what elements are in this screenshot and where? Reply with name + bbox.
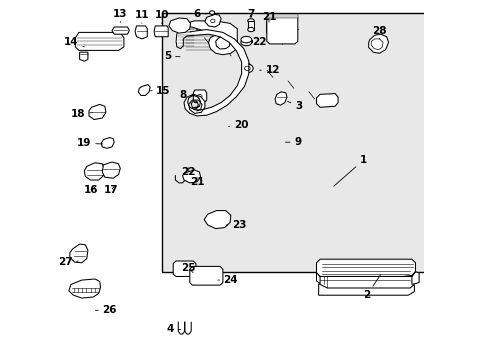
Polygon shape xyxy=(370,39,382,50)
Polygon shape xyxy=(135,26,147,39)
Ellipse shape xyxy=(209,11,214,14)
Text: 15: 15 xyxy=(150,86,170,96)
Polygon shape xyxy=(69,279,101,298)
Polygon shape xyxy=(275,92,286,105)
Polygon shape xyxy=(266,14,297,44)
Ellipse shape xyxy=(266,31,271,34)
Ellipse shape xyxy=(266,21,271,24)
Text: 21: 21 xyxy=(261,12,276,22)
Polygon shape xyxy=(176,23,197,49)
Text: 7: 7 xyxy=(247,9,254,19)
Text: 9: 9 xyxy=(285,137,301,147)
Text: 1: 1 xyxy=(333,155,366,186)
Text: 8: 8 xyxy=(179,90,194,100)
Polygon shape xyxy=(193,90,206,103)
Text: 14: 14 xyxy=(64,37,84,48)
Text: 18: 18 xyxy=(71,109,92,120)
Text: 21: 21 xyxy=(189,177,204,187)
Polygon shape xyxy=(101,138,114,148)
Polygon shape xyxy=(89,104,106,120)
Ellipse shape xyxy=(210,19,215,23)
Polygon shape xyxy=(318,284,413,295)
Bar xyxy=(162,13,429,272)
Ellipse shape xyxy=(247,27,254,32)
Polygon shape xyxy=(368,34,387,53)
Polygon shape xyxy=(183,21,237,55)
Text: 19: 19 xyxy=(77,138,102,148)
Text: 6: 6 xyxy=(193,9,207,19)
Text: 11: 11 xyxy=(134,10,149,23)
Polygon shape xyxy=(138,85,150,95)
Text: 22: 22 xyxy=(181,167,196,177)
Text: 24: 24 xyxy=(217,275,238,285)
Polygon shape xyxy=(204,211,230,229)
Polygon shape xyxy=(316,94,337,107)
Text: 25: 25 xyxy=(181,263,196,273)
Ellipse shape xyxy=(197,94,202,99)
Ellipse shape xyxy=(241,39,251,46)
Polygon shape xyxy=(75,32,123,50)
Polygon shape xyxy=(154,26,168,37)
Polygon shape xyxy=(316,259,415,276)
Text: 26: 26 xyxy=(95,305,117,315)
Text: 10: 10 xyxy=(154,10,169,23)
Polygon shape xyxy=(183,30,248,116)
Text: 22: 22 xyxy=(247,37,266,48)
Text: 4: 4 xyxy=(166,324,180,334)
Text: 23: 23 xyxy=(225,220,246,230)
Polygon shape xyxy=(102,162,120,178)
Text: 13: 13 xyxy=(113,9,127,22)
Ellipse shape xyxy=(241,36,251,43)
Polygon shape xyxy=(112,27,129,34)
Polygon shape xyxy=(189,266,223,285)
Text: 3: 3 xyxy=(287,101,302,111)
Polygon shape xyxy=(204,14,221,27)
Polygon shape xyxy=(247,21,254,30)
Polygon shape xyxy=(80,52,88,61)
Polygon shape xyxy=(84,163,104,180)
Text: 5: 5 xyxy=(164,51,180,61)
Polygon shape xyxy=(316,273,320,284)
Polygon shape xyxy=(411,272,418,284)
Ellipse shape xyxy=(244,66,250,71)
Text: 27: 27 xyxy=(58,257,78,267)
Polygon shape xyxy=(266,14,297,18)
Polygon shape xyxy=(168,18,190,33)
Text: 28: 28 xyxy=(371,26,386,39)
Ellipse shape xyxy=(247,19,254,23)
Text: 17: 17 xyxy=(104,185,119,195)
Text: 16: 16 xyxy=(84,185,99,195)
Polygon shape xyxy=(182,170,200,183)
Text: 12: 12 xyxy=(259,65,279,75)
Ellipse shape xyxy=(241,64,253,73)
Text: 20: 20 xyxy=(228,120,248,130)
Polygon shape xyxy=(266,22,271,32)
Polygon shape xyxy=(173,261,196,276)
Text: 2: 2 xyxy=(363,275,380,300)
Polygon shape xyxy=(70,244,88,263)
